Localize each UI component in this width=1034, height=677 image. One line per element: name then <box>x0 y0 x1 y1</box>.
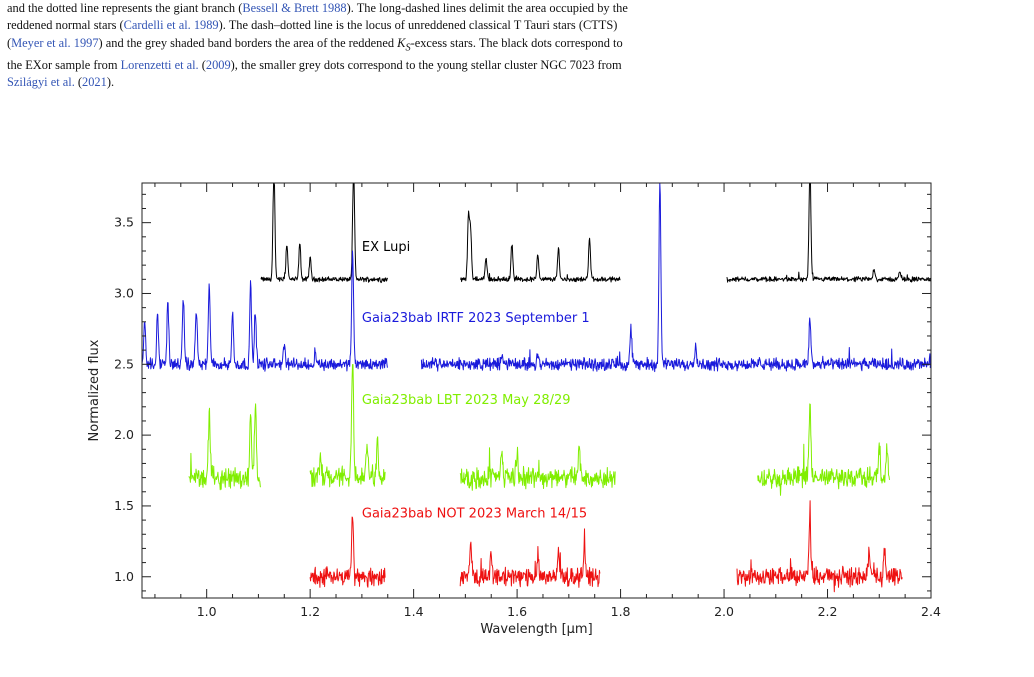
x-tick-label: 1.4 <box>404 604 424 619</box>
x-tick-label: 1.0 <box>197 604 217 619</box>
y-tick-label: 1.0 <box>114 569 134 584</box>
series-label: Gaia23bab IRTF 2023 September 1 <box>362 311 590 326</box>
caption-text: reddened normal stars ( <box>7 18 124 33</box>
spectrum-segment <box>260 182 389 284</box>
y-tick-label: 3.5 <box>114 215 134 230</box>
x-tick-label: 2.2 <box>818 604 838 619</box>
spectrum-segment <box>757 403 890 496</box>
math-subscript: S <box>405 42 411 54</box>
caption-line-2: reddened normal stars (Cardelli et al. 1… <box>7 17 1029 34</box>
citation-link[interactable]: Szilágyi et al. <box>7 75 75 90</box>
citation-link[interactable]: Lorenzetti et al. <box>120 57 199 72</box>
series-2: Gaia23bab LBT 2023 May 28/29 <box>188 364 890 496</box>
y-tick-label: 2.5 <box>114 356 134 371</box>
spectrum-segment <box>726 182 932 283</box>
series-0: EX Lupi <box>260 182 932 284</box>
spectrum-segment <box>309 364 386 488</box>
citation-link[interactable]: Cardelli et al. 1989 <box>123 18 219 33</box>
caption-line-3: (Meyer et al. 1997) and the grey shaded … <box>7 35 1029 57</box>
caption-text: and the dotted line represents the giant… <box>7 1 243 15</box>
figure-caption: and the dotted line represents the giant… <box>7 0 1029 92</box>
y-tick-label: 2.0 <box>114 427 134 442</box>
spectrum-segment <box>420 182 932 373</box>
caption-text: ). The long-dashed lines delimit the are… <box>346 1 628 15</box>
citation-year-link[interactable]: 2021 <box>82 75 107 90</box>
caption-text: ), the smaller grey dots correspond to t… <box>230 57 622 72</box>
series-3: Gaia23bab NOT 2023 March 14/15 <box>309 500 903 593</box>
caption-text: ) and the grey shaded band borders the a… <box>98 35 398 50</box>
caption-text: ( <box>7 35 12 50</box>
spectrum-segment <box>459 445 616 491</box>
spectrum-segment <box>141 250 388 372</box>
y-tick-label: 1.5 <box>114 498 134 513</box>
citation-link[interactable]: Bessell & Brett 1988 <box>242 1 347 15</box>
spectrum-segment <box>309 516 386 588</box>
x-tick-label: 1.8 <box>611 604 631 619</box>
citation-link[interactable]: Meyer et al. 1997 <box>11 35 99 50</box>
y-axis-label: Normalized flux <box>87 339 102 441</box>
citation-year-link[interactable]: 2009 <box>205 57 231 72</box>
math-symbol: K <box>397 35 406 50</box>
axes-layer: 1.0 1.2 1.4 1.6 1.8 2.0 2.2 2.4 1.0 1.5 2.0 2.5 3.0 3… <box>114 183 941 619</box>
series-label: EX Lupi <box>362 240 410 255</box>
spectrum-segment <box>188 403 262 491</box>
caption-text: ). The dash–dotted line is the locus of … <box>218 18 618 33</box>
x-axis-label: Wavelength [μm] <box>480 622 592 637</box>
caption-text: ). <box>106 75 115 90</box>
caption-text: ( <box>74 75 83 90</box>
x-tick-label: 2.4 <box>921 604 941 619</box>
series-label: Gaia23bab LBT 2023 May 28/29 <box>362 393 571 408</box>
caption-text: the EXor sample from <box>7 57 121 72</box>
series-layer: EX Lupi Gaia23bab IRTF 2023 September 1 Ga… <box>141 182 932 593</box>
x-tick-label: 2.0 <box>714 604 734 619</box>
caption-text: -excess stars. The black dots correspond… <box>410 35 623 50</box>
spectrum-segment <box>736 500 903 593</box>
x-tick-label: 1.2 <box>300 604 320 619</box>
spectrum-segment <box>459 528 601 588</box>
caption-text: ( <box>198 57 206 72</box>
series-label: Gaia23bab NOT 2023 March 14/15 <box>362 506 587 521</box>
spectrum-segment <box>460 210 621 283</box>
y-tick-label: 3.0 <box>114 285 134 300</box>
caption-line-1: and the dotted line represents the giant… <box>7 0 1029 17</box>
caption-line-5: Szilágyi et al. (2021). <box>7 74 1029 91</box>
caption-line-4: the EXor sample from Lorenzetti et al. (… <box>7 57 1029 74</box>
series-1: Gaia23bab IRTF 2023 September 1 <box>141 182 932 373</box>
plot-frame <box>141 182 932 599</box>
x-tick-label: 1.6 <box>507 604 527 619</box>
